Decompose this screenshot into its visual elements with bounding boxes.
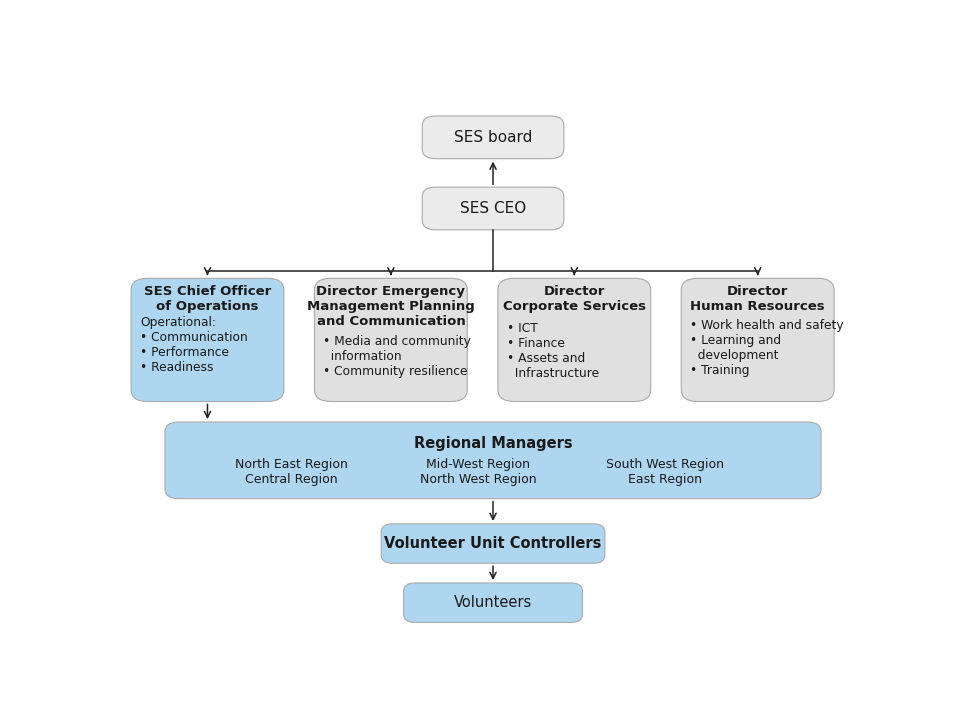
Text: South West Region
East Region: South West Region East Region bbox=[604, 459, 723, 486]
FancyBboxPatch shape bbox=[131, 278, 283, 402]
Text: North East Region
Central Region: North East Region Central Region bbox=[235, 459, 348, 486]
Text: Regional Managers: Regional Managers bbox=[413, 437, 572, 451]
FancyBboxPatch shape bbox=[165, 422, 820, 498]
Text: SES Chief Officer
of Operations: SES Chief Officer of Operations bbox=[144, 285, 271, 313]
Text: • Work health and safety
• Learning and
  development
• Training: • Work health and safety • Learning and … bbox=[689, 319, 843, 377]
Text: Director
Human Resources: Director Human Resources bbox=[690, 285, 825, 313]
Text: Volunteer Unit Controllers: Volunteer Unit Controllers bbox=[384, 536, 601, 551]
Text: SES board: SES board bbox=[454, 130, 531, 145]
FancyBboxPatch shape bbox=[314, 278, 467, 402]
Text: SES CEO: SES CEO bbox=[459, 201, 526, 216]
FancyBboxPatch shape bbox=[422, 187, 563, 230]
Text: • Media and community
  information
• Community resilience: • Media and community information • Comm… bbox=[323, 335, 471, 378]
FancyBboxPatch shape bbox=[680, 278, 833, 402]
FancyBboxPatch shape bbox=[381, 524, 604, 563]
FancyBboxPatch shape bbox=[498, 278, 650, 402]
FancyBboxPatch shape bbox=[422, 116, 563, 159]
Text: Volunteers: Volunteers bbox=[454, 595, 531, 610]
Text: Mid-West Region
North West Region: Mid-West Region North West Region bbox=[419, 459, 536, 486]
Text: Director
Corporate Services: Director Corporate Services bbox=[503, 285, 645, 313]
Text: • ICT
• Finance
• Assets and
  Infrastructure: • ICT • Finance • Assets and Infrastruct… bbox=[506, 322, 599, 380]
Text: Director Emergency
Management Planning
and Communication: Director Emergency Management Planning a… bbox=[307, 285, 475, 328]
FancyBboxPatch shape bbox=[404, 583, 582, 622]
Text: Operational:
• Communication
• Performance
• Readiness: Operational: • Communication • Performan… bbox=[140, 316, 248, 375]
